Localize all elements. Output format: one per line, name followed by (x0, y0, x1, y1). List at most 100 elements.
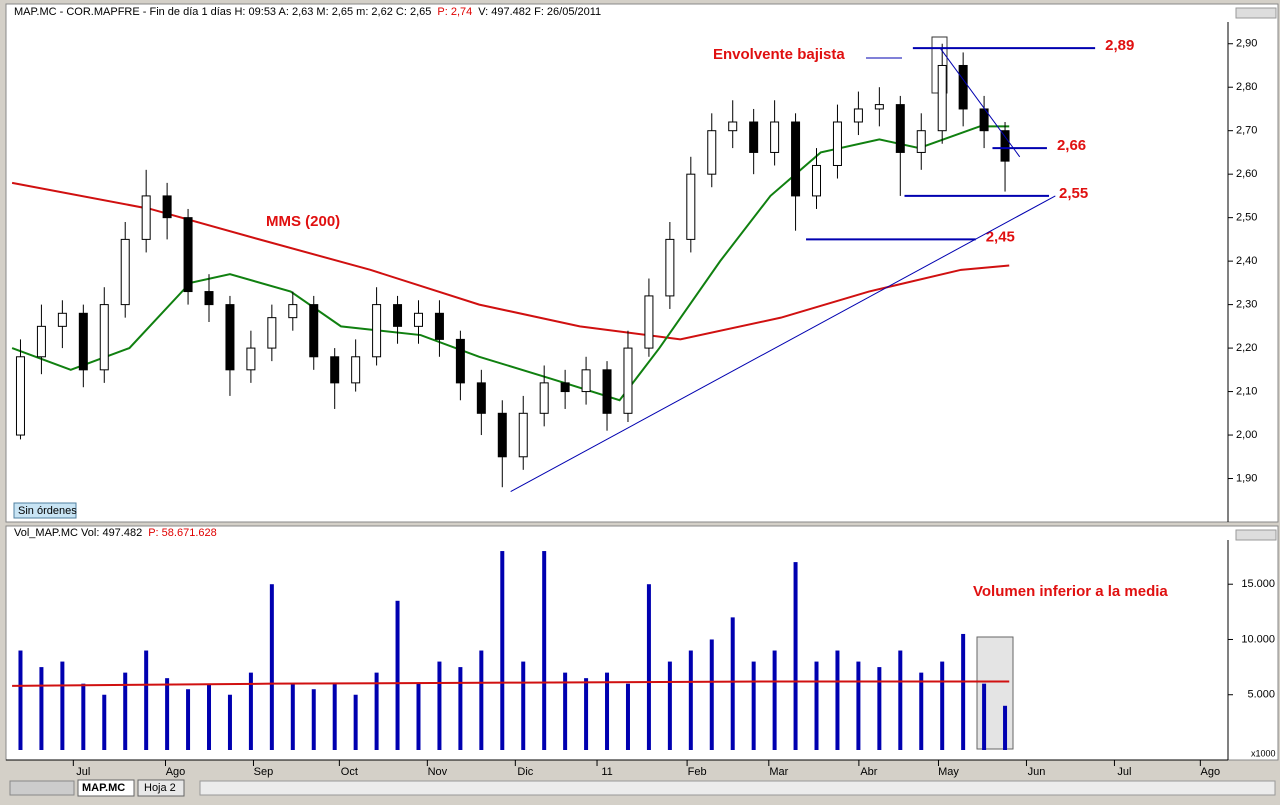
volume-bar (227, 694, 232, 750)
volume-bar (814, 661, 819, 750)
volume-bar (416, 683, 421, 750)
y-tick-label: 2,00 (1236, 429, 1257, 441)
candle-body (812, 164, 822, 197)
y-tick-label: 5.000 (1247, 689, 1275, 701)
volume-bar (646, 584, 651, 750)
candle-body (309, 304, 319, 358)
price-header: MAP.MC - COR.MAPFRE - Fin de día 1 días … (14, 6, 601, 18)
volume-bar (60, 661, 65, 750)
header-part: Vol_MAP.MC Vol: 497.482 (14, 527, 142, 539)
volume-bar (332, 683, 337, 750)
volume-bar (39, 667, 44, 750)
candle-body (57, 312, 67, 327)
volume-bar (165, 678, 170, 750)
header-part: P: 58.671.628 (148, 527, 217, 539)
volume-bar (877, 667, 882, 750)
window-controls[interactable] (1235, 529, 1277, 541)
candle-body (895, 104, 905, 153)
candle-body (644, 295, 654, 349)
volume-bar (625, 683, 630, 750)
volume-bar (751, 661, 756, 750)
candle-body (246, 347, 256, 371)
header-part: P: 2,74 (437, 6, 472, 18)
tab-nav[interactable] (9, 780, 75, 796)
candle-body (686, 173, 696, 240)
tab-label[interactable]: MAP.MC (82, 782, 125, 794)
level-label: 2,89 (1105, 37, 1134, 54)
candle-body (770, 121, 780, 153)
candle-body (351, 356, 361, 384)
candle-body (937, 64, 947, 132)
candle-body (372, 304, 382, 358)
series-label: MMS (200) (266, 213, 340, 230)
orders-button-label[interactable]: Sin órdenes (18, 505, 77, 517)
candle-body (518, 412, 528, 458)
candle-body (1000, 130, 1010, 162)
candle-body (183, 217, 193, 293)
volume-bar (982, 683, 987, 750)
volume-bar (18, 650, 23, 750)
tab[interactable] (77, 779, 135, 797)
scrollbar[interactable] (199, 780, 1276, 796)
volume-bar (500, 551, 505, 750)
candle-body (791, 121, 801, 197)
level-label: 2,45 (986, 228, 1015, 245)
y-tick-label: 2,30 (1236, 299, 1257, 311)
x-tick-label: Ago (1201, 766, 1221, 778)
candle-body (413, 312, 423, 327)
candle-body (623, 347, 633, 414)
line (12, 680, 1010, 687)
y-tick-label: 2,80 (1236, 81, 1257, 93)
tab[interactable] (137, 779, 185, 797)
volume-panel (5, 525, 1279, 761)
candle-body (141, 195, 151, 240)
tab-label[interactable]: Hoja 2 (144, 782, 176, 794)
volume-bar (584, 678, 589, 750)
y-tick-label: 2,20 (1236, 342, 1257, 354)
candle-body (749, 121, 759, 153)
candle-body (832, 121, 842, 166)
candle-body (455, 338, 465, 384)
volume-bar (856, 661, 861, 750)
candle-body (288, 304, 298, 319)
level-label: 2,55 (1059, 185, 1088, 202)
candle-body (78, 312, 88, 371)
candle-body (434, 312, 444, 340)
volume-bar (290, 683, 295, 750)
volume-bar (81, 683, 86, 750)
volume-bar (688, 650, 693, 750)
y-tick-label: 2,90 (1236, 38, 1257, 50)
x-tick-label: Abr (860, 766, 877, 778)
x-tick-label: Mar (769, 766, 788, 778)
x-tick-label: Jul (76, 766, 90, 778)
candle-body (99, 304, 109, 371)
volume-bar (898, 650, 903, 750)
volume-bar (102, 694, 107, 750)
x-tick-label: Oct (341, 766, 358, 778)
window-controls[interactable] (1235, 7, 1277, 19)
candle-body (874, 104, 884, 110)
y-tick-label: 10.000 (1241, 633, 1275, 645)
candle-body (267, 317, 277, 349)
orders-button[interactable] (13, 502, 77, 519)
x-tick-label: Nov (428, 766, 448, 778)
header-part: MAP.MC - COR.MAPFRE - Fin de día 1 días … (14, 6, 431, 18)
candle-body (728, 121, 738, 132)
volume-bar (437, 661, 442, 750)
volume-bar (186, 689, 191, 750)
volume-bar (563, 672, 568, 750)
x-tick-label: Sep (254, 766, 274, 778)
volume-bar (248, 672, 253, 750)
volume-bar (940, 661, 945, 750)
x-tick-label: 11 (601, 766, 612, 778)
y-tick-label: 15.000 (1241, 578, 1275, 590)
annotation: Volumen inferior a la media (973, 583, 1168, 600)
volume-bar (961, 633, 966, 750)
y-tick-label: 2,10 (1236, 385, 1257, 397)
candle-body (225, 304, 235, 371)
x-tick-label: Feb (688, 766, 707, 778)
y-tick-label: 2,50 (1236, 212, 1257, 224)
price-panel (5, 3, 1279, 523)
candle-body (581, 369, 591, 393)
